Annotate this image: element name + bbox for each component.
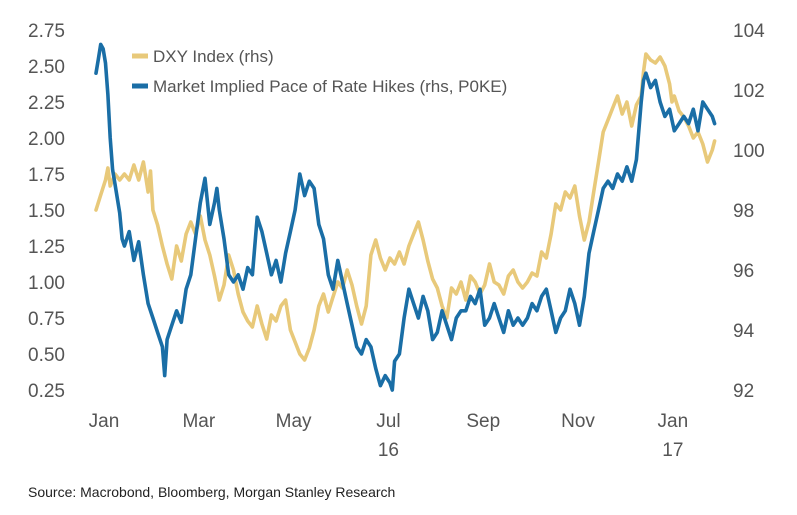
x-tick-label: Jan xyxy=(89,411,120,432)
legend-label: Market Implied Pace of Rate Hikes (rhs, … xyxy=(153,77,507,96)
right-tick-label: 94 xyxy=(733,321,755,342)
left-tick-label: 2.50 xyxy=(28,57,65,78)
x-tick-label: Sep xyxy=(466,411,500,432)
x-tick-label: Jul xyxy=(376,411,400,432)
left-tick-label: 1.75 xyxy=(28,165,65,186)
series-layer xyxy=(94,42,717,392)
left-tick-label: 2.00 xyxy=(28,129,65,150)
left-tick-label: 0.25 xyxy=(28,381,65,402)
left-tick-label: 2.25 xyxy=(28,93,65,114)
legend: DXY Index (rhs) Market Implied Pace of Ra… xyxy=(132,47,507,96)
legend-label: DXY Index (rhs) xyxy=(153,47,274,66)
right-axis: 104 102 100 98 96 94 92 xyxy=(733,21,765,402)
right-tick-label: 102 xyxy=(733,81,765,102)
left-tick-label: 1.25 xyxy=(28,237,65,258)
left-tick-label: 1.00 xyxy=(28,273,65,294)
left-tick-label: 2.75 xyxy=(28,21,65,42)
right-tick-label: 104 xyxy=(733,21,765,42)
dxy-line xyxy=(94,52,717,362)
right-tick-label: 92 xyxy=(733,381,754,402)
market-implied-line xyxy=(94,42,717,392)
x-tick-year: 16 xyxy=(378,440,399,461)
right-tick-label: 96 xyxy=(733,261,754,282)
x-tick-label: Mar xyxy=(182,411,215,432)
x-tick-label: May xyxy=(276,411,312,432)
source-note: Source: Macrobond, Bloomberg, Morgan Sta… xyxy=(28,484,396,500)
left-tick-label: 0.75 xyxy=(28,309,65,330)
x-tick-label: Jan xyxy=(658,411,689,432)
right-tick-label: 100 xyxy=(733,141,765,162)
x-tick-label: Nov xyxy=(561,411,595,432)
left-axis: 2.75 2.50 2.25 2.00 1.75 1.50 1.25 1.00 0.75 0.50… xyxy=(28,21,65,402)
x-axis: Jan Mar May Jul 16 Sep Nov Jan 17 xyxy=(89,411,688,461)
left-tick-label: 0.50 xyxy=(28,345,65,366)
x-tick-year: 17 xyxy=(662,440,683,461)
left-tick-label: 1.50 xyxy=(28,201,65,222)
right-tick-label: 98 xyxy=(733,201,754,222)
